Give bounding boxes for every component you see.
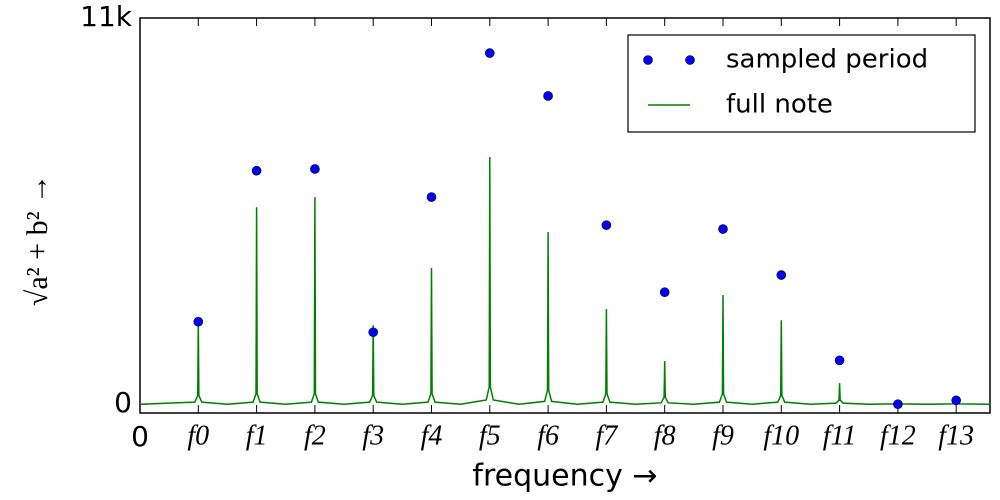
scatter-point (251, 165, 262, 176)
plot-frame (139, 17, 991, 414)
x-tick-label: f6 (537, 420, 559, 451)
legend-label: sampled period (726, 45, 928, 75)
y-tick-label: 0 (114, 386, 132, 419)
line-series (140, 157, 990, 405)
x-tick-label: f1 (246, 420, 268, 451)
x-tick-label: f3 (362, 420, 384, 451)
x-tick-label: f0 (187, 420, 209, 451)
y-tick-label: 11k (80, 0, 133, 33)
legend-marker (643, 55, 653, 65)
x-tick-label: f5 (479, 420, 501, 451)
scatter-point (310, 164, 320, 174)
x-tick-label: f13 (938, 420, 974, 451)
scatter-point (484, 48, 495, 58)
x-tick-label: f2 (304, 420, 326, 451)
x-tick-label: f12 (880, 420, 916, 451)
x-tick-label: f11 (823, 420, 857, 451)
x-tick-label: f8 (654, 420, 676, 451)
scatter-point (834, 355, 845, 366)
x-tick-label: f9 (712, 420, 734, 451)
scatter-point (659, 287, 670, 298)
scatter-point (601, 220, 612, 230)
legend-marker (685, 55, 695, 65)
x-axis-label: frequency → (472, 459, 657, 494)
scatter-point (368, 327, 378, 338)
x-tick-label: f10 (763, 420, 799, 451)
scatter-point (426, 192, 437, 202)
x-tick-label: f4 (421, 420, 443, 451)
scatter-point (543, 91, 553, 101)
scatter-point (893, 399, 903, 410)
legend-box (627, 34, 976, 133)
y-axis-label: √a² + b² → (21, 174, 54, 306)
scatter-point (193, 316, 204, 327)
legend-label: full note (726, 90, 833, 120)
scatter-point (951, 395, 961, 406)
scatter-point (718, 224, 728, 234)
x-tick-label: f7 (596, 420, 619, 451)
x-tick-label: 0 (131, 420, 149, 453)
scatter-point (776, 270, 787, 280)
